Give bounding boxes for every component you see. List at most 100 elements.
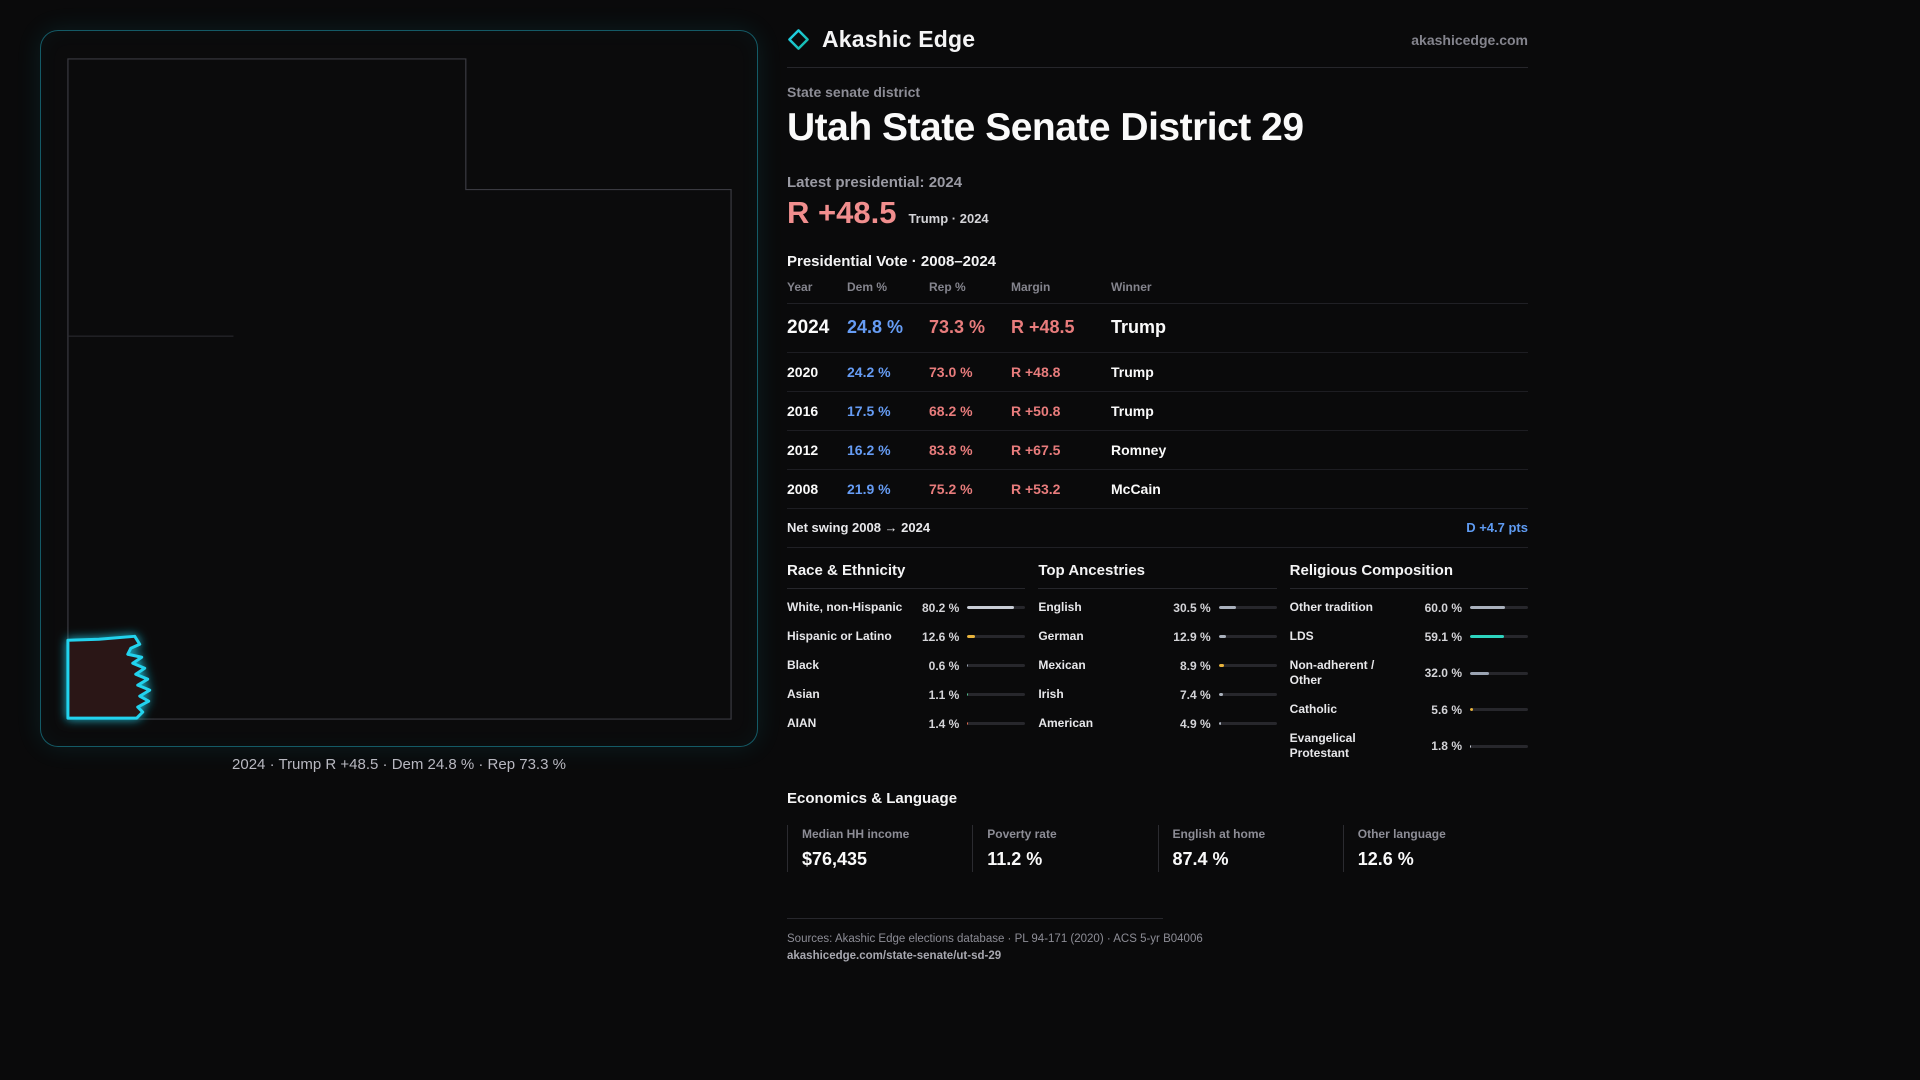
demo-bar xyxy=(1218,693,1277,696)
demo-label: Non-adherent / Other xyxy=(1289,658,1375,687)
list-item: Evangelical Protestant 1.8 % xyxy=(1290,724,1528,768)
demo-label: German xyxy=(1038,629,1084,643)
demo-bar xyxy=(1469,744,1528,748)
demo-label: American xyxy=(1038,716,1094,730)
diamond-logo-icon xyxy=(788,29,809,50)
demo-bar xyxy=(1218,664,1277,667)
list-item: Catholic 5.6 % xyxy=(1290,695,1528,724)
stat-median-hh-income: Median HH income $76,435 xyxy=(787,825,972,872)
demo-value: 80.2 % xyxy=(921,600,960,615)
demo-label: Mexican xyxy=(1038,658,1086,672)
margin-cell: R +48.8 xyxy=(1011,364,1061,380)
demo-label: Evangelical Protestant xyxy=(1289,731,1356,760)
stat-label: English at home xyxy=(1172,827,1266,841)
dem-cell: 24.8 % xyxy=(847,317,904,337)
headline-margin-row: R +48.5 Trump · 2024 xyxy=(787,195,1528,231)
footer-sources: Sources: Akashic Edge elections database… xyxy=(787,933,1203,945)
demo-bar xyxy=(1469,606,1528,609)
demo-value: 30.5 % xyxy=(1173,600,1211,615)
demo-bar xyxy=(1218,606,1277,609)
demo-label: English xyxy=(1038,600,1082,614)
net-swing-row: Net swing 2008 → 2024 D +4.7 pts xyxy=(787,509,1528,548)
year-cell: 2016 xyxy=(787,403,819,419)
list-item: White, non-Hispanic 80.2 % xyxy=(787,593,1026,622)
brand: Akashic Edge xyxy=(787,26,975,53)
rep-cell: 68.2 % xyxy=(929,403,973,419)
col-year: Year xyxy=(787,280,813,294)
dem-cell: 16.2 % xyxy=(847,442,891,458)
demo-bar xyxy=(967,664,1026,667)
dem-cell: 24.2 % xyxy=(847,364,891,380)
brand-site-link[interactable]: akashicedge.com xyxy=(1411,31,1528,48)
demo-bar xyxy=(967,693,1026,696)
vote-table-header: Year Dem % Rep % Margin Winner xyxy=(787,270,1528,304)
footer: Sources: Akashic Edge elections database… xyxy=(787,918,1528,962)
dem-cell: 21.9 % xyxy=(847,481,891,497)
demo-value: 12.9 % xyxy=(1173,629,1211,644)
religion-title: Religious Composition xyxy=(1289,562,1528,589)
utah-state-outline xyxy=(67,58,732,720)
list-item: AIAN 1.4 % xyxy=(787,709,1026,738)
rep-cell: 73.0 % xyxy=(929,364,973,380)
stat-label: Poverty rate xyxy=(987,827,1057,841)
demo-bar xyxy=(967,722,1026,725)
ancestries-column: Top Ancestries English 30.5 % German 12.… xyxy=(1038,562,1277,768)
table-row: 2024 24.8 % 73.3 % R +48.5 Trump xyxy=(787,304,1528,353)
demo-label: Irish xyxy=(1038,687,1064,701)
demo-bar xyxy=(1469,671,1528,675)
demo-value: 7.4 % xyxy=(1179,687,1211,702)
demo-label: Black xyxy=(787,658,820,672)
race-ethnicity-title: Race & Ethnicity xyxy=(787,562,1026,589)
col-rep: Rep % xyxy=(929,280,966,294)
table-row: 2012 16.2 % 83.8 % R +67.5 Romney xyxy=(787,431,1528,470)
winner-cell: Trump xyxy=(1111,364,1154,380)
list-item: Other tradition 60.0 % xyxy=(1290,593,1528,622)
list-item: German 12.9 % xyxy=(1038,622,1277,651)
winner-cell: Trump xyxy=(1111,317,1167,337)
list-item: Hispanic or Latino 12.6 % xyxy=(787,622,1026,651)
stat-value: 87.4 % xyxy=(1172,849,1229,869)
col-dem: Dem % xyxy=(847,280,888,294)
district-29-shape[interactable] xyxy=(66,634,152,720)
margin-cell: R +53.2 xyxy=(1011,481,1061,497)
winner-cell: Trump xyxy=(1111,403,1154,419)
stat-value: 12.6 % xyxy=(1357,849,1414,869)
district-report: Akashic Edge akashicedge.com State senat… xyxy=(787,26,1528,962)
net-swing-label: Net swing 2008 → 2024 xyxy=(787,520,931,535)
demo-value: 0.6 % xyxy=(928,658,960,673)
demo-value: 1.1 % xyxy=(928,687,960,702)
kicker: State senate district xyxy=(787,84,921,100)
table-row: 2020 24.2 % 73.0 % R +48.8 Trump xyxy=(787,353,1528,392)
footer-permalink-link[interactable]: akashicedge.com/state-senate/ut-sd-29 xyxy=(787,950,1002,962)
list-item: English 30.5 % xyxy=(1038,593,1277,622)
stat-label: Median HH income xyxy=(802,827,910,841)
demo-bar xyxy=(1218,722,1277,725)
stat-poverty-rate: Poverty rate 11.2 % xyxy=(972,825,1157,872)
list-item: Mexican 8.9 % xyxy=(1038,651,1277,680)
latest-presidential-label: Latest presidential: 2024 xyxy=(787,174,963,191)
demo-label: LDS xyxy=(1289,629,1314,643)
demo-value: 12.6 % xyxy=(921,629,960,644)
margin-cell: R +48.5 xyxy=(1011,317,1075,337)
list-item: Asian 1.1 % xyxy=(787,680,1026,709)
demo-value: 1.4 % xyxy=(928,716,960,731)
utah-district-map xyxy=(66,58,732,720)
topbar: Akashic Edge akashicedge.com xyxy=(787,26,1528,68)
demo-bar xyxy=(967,635,1026,638)
net-swing-value: D +4.7 pts xyxy=(1466,520,1528,535)
list-item: Non-adherent / Other 32.0 % xyxy=(1290,651,1528,695)
stat-other-language: Other language 12.6 % xyxy=(1342,825,1528,872)
rep-cell: 75.2 % xyxy=(929,481,973,497)
demo-label: AIAN xyxy=(787,716,817,730)
demo-bar xyxy=(1469,708,1528,711)
winner-cell: McCain xyxy=(1111,481,1161,497)
demo-value: 4.9 % xyxy=(1179,716,1211,731)
demo-bar xyxy=(967,606,1026,609)
religion-column: Religious Composition Other tradition 60… xyxy=(1289,562,1528,768)
demo-value: 32.0 % xyxy=(1424,666,1462,680)
rep-cell: 83.8 % xyxy=(929,442,973,458)
stat-value: 11.2 % xyxy=(987,849,1043,869)
ancestries-title: Top Ancestries xyxy=(1038,562,1277,589)
race-ethnicity-column: Race & Ethnicity White, non-Hispanic 80.… xyxy=(787,562,1026,768)
col-margin: Margin xyxy=(1011,280,1051,294)
